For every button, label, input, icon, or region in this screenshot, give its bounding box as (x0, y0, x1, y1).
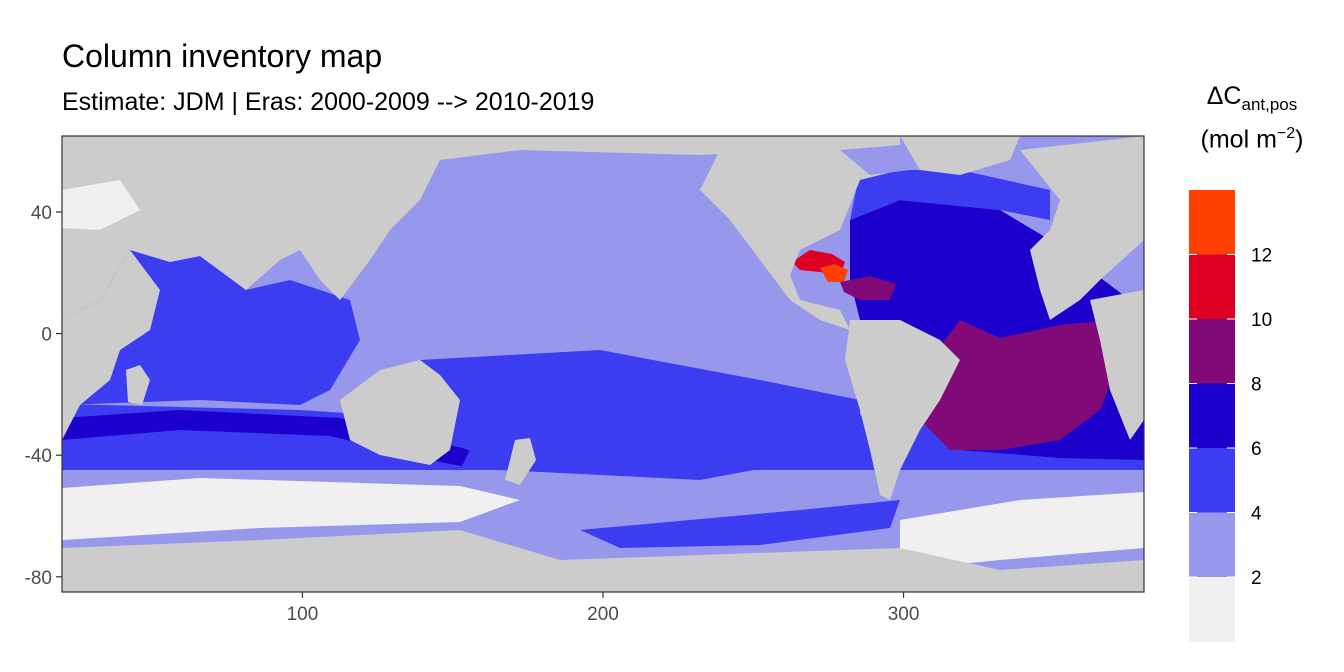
colorbar-swatch (1189, 512, 1235, 578)
legend-title: ΔCant,pos (mol m−2) (1182, 82, 1322, 154)
y-tick-label: -80 (25, 568, 52, 589)
south-atlantic-8-10 (920, 320, 1120, 450)
colorbar-legend: 2 4 6 8 10 12 (1189, 190, 1272, 642)
map-panel (62, 136, 1144, 592)
colorbar-swatch (1189, 190, 1235, 255)
colorbar-label: 8 (1251, 375, 1262, 396)
y-tick-label: -40 (25, 446, 52, 467)
colorbar-label: 2 (1251, 568, 1262, 589)
caribbean-8-10 (840, 276, 896, 300)
southern-ocean-band-under-2-atlantic (900, 492, 1144, 570)
chart-subtitle: Estimate: JDM | Eras: 2000-2009 --> 2010… (62, 88, 595, 116)
colorbar-swatch (1189, 448, 1235, 513)
legend-unit-sup: −2 (1276, 125, 1296, 142)
y-tick-label: 0 (41, 325, 52, 346)
land-antarctica (62, 530, 1144, 592)
caribbean-over-12 (820, 264, 848, 282)
land-madagascar (126, 365, 150, 405)
land-europe-west (1020, 136, 1144, 320)
land-australia (340, 360, 460, 465)
chart-title: Column inventory map (62, 38, 383, 74)
southern-ocean-band-under-2 (62, 478, 520, 540)
arctic-under-2 (62, 180, 140, 230)
land-africa-west (1090, 290, 1144, 440)
x-tick-label: 300 (888, 604, 920, 625)
colorbar-label: 4 (1251, 504, 1262, 525)
colorbar-swatch (1189, 254, 1235, 320)
land-new-zealand (505, 438, 536, 485)
y-tick-label: 40 (31, 203, 52, 224)
legend-unit-prefix: (mol m (1200, 125, 1277, 154)
land-eurasia-africa (62, 136, 900, 320)
land-africa (62, 250, 160, 440)
x-tick-label: 100 (287, 604, 319, 625)
southern-ocean-band-6-8 (62, 410, 470, 466)
colorbar-swatch (1189, 319, 1235, 384)
colorbar-swatch (1189, 577, 1235, 642)
southern-ocean-band-4-6-lower (580, 500, 900, 548)
land-south-america (845, 320, 960, 500)
colorbar-swatch (1189, 383, 1235, 449)
colorbar-label: 10 (1251, 310, 1272, 331)
land-greenland (900, 136, 1020, 175)
north-atlantic-4-6 (850, 170, 1050, 220)
legend-symbol: ΔC (1206, 82, 1242, 110)
land-north-america (700, 136, 900, 330)
x-tick-label: 200 (587, 604, 619, 625)
legend-unit-suffix: ) (1295, 125, 1304, 154)
colorbar-label: 6 (1251, 439, 1262, 460)
colorbar-label: 12 (1251, 246, 1272, 267)
legend-subscript: ant,pos (1241, 95, 1298, 114)
hudson-bay-2-4 (840, 145, 910, 175)
land-masses (62, 136, 1144, 592)
